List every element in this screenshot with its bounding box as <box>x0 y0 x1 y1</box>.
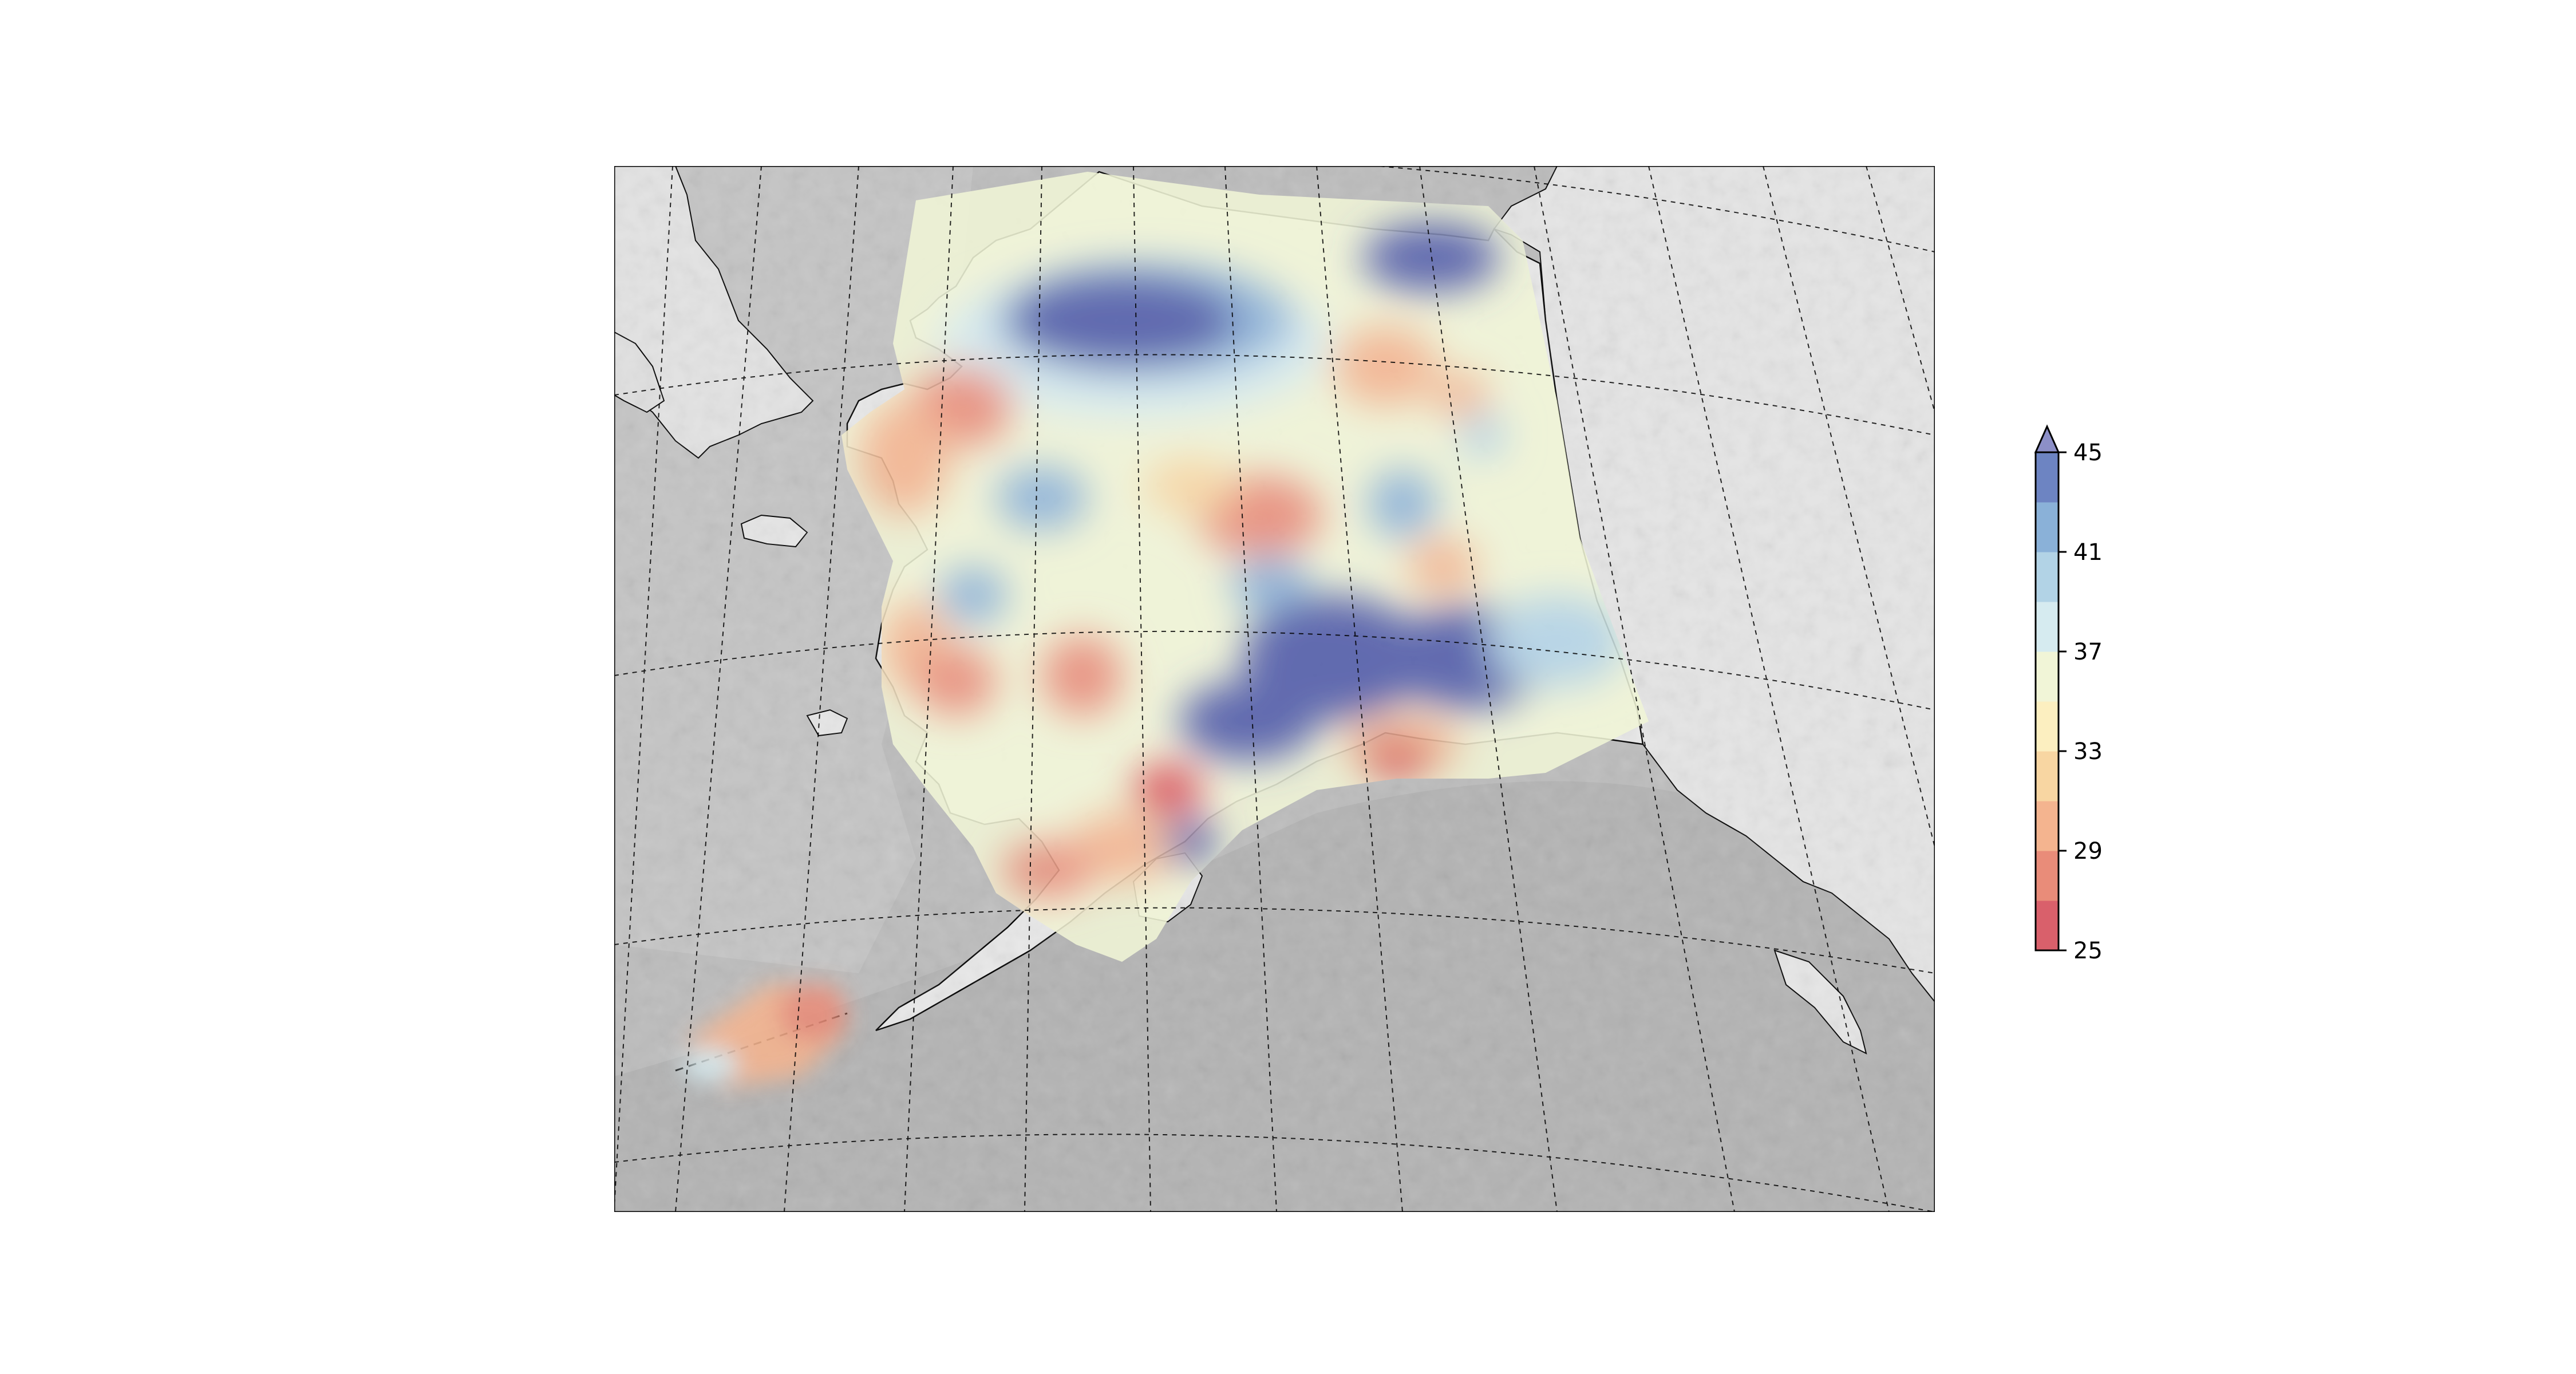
colorbar-band <box>2036 901 2059 951</box>
colorbar-tick-label: 45 <box>2073 440 2103 466</box>
map-panel <box>614 166 1935 1212</box>
colorbar-tick-37: 37 <box>2059 639 2103 665</box>
colorbar-tick-label: 33 <box>2073 739 2103 765</box>
colorbar-band <box>2036 801 2059 851</box>
colorbar-band <box>2036 701 2059 752</box>
colorbar-band <box>2036 452 2059 503</box>
colorbar-ticks: 45 41 37 33 29 25 <box>2059 440 2103 964</box>
colorbar-band <box>2036 602 2059 652</box>
colorbar-tick-25: 25 <box>2059 938 2103 964</box>
colorbar-tick-41: 41 <box>2059 539 2103 566</box>
colorbar-band <box>2036 502 2059 552</box>
colorbar-tick-29: 29 <box>2059 838 2103 864</box>
colorbar-band <box>2036 652 2059 702</box>
colorbar-tick-label: 25 <box>2073 938 2103 964</box>
colorbar-bands <box>2036 452 2059 951</box>
colorbar-band <box>2036 851 2059 901</box>
colorbar-band <box>2036 552 2059 602</box>
colorbar-tick-label: 41 <box>2073 539 2103 566</box>
graticule <box>614 166 1935 1212</box>
colorbar-tick-45: 45 <box>2059 440 2103 466</box>
colorbar-extend-arrow <box>2034 424 2060 453</box>
colorbar: 45 41 37 33 29 25 <box>2034 424 2103 964</box>
colorbar-frame <box>2034 451 2060 951</box>
colorbar-tick-33: 33 <box>2059 739 2103 765</box>
colorbar-tick-label: 37 <box>2073 639 2103 665</box>
colorbar-band <box>2036 751 2059 802</box>
colorbar-tick-label: 29 <box>2073 838 2103 864</box>
